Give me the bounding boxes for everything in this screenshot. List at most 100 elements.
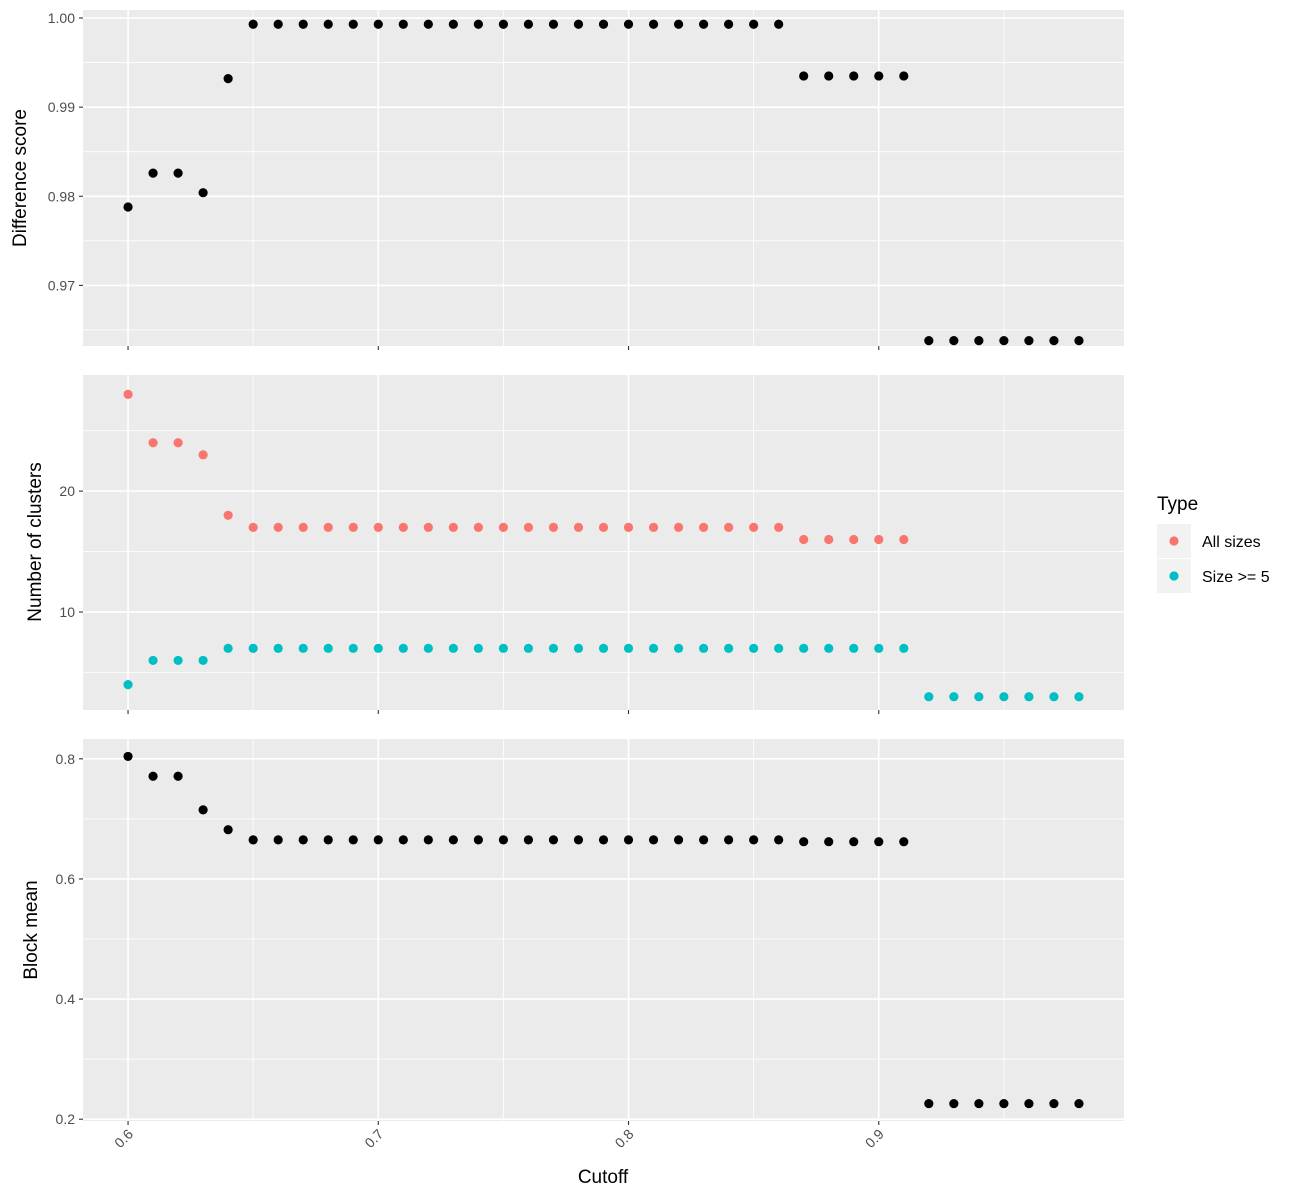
data-point (623, 19, 634, 29)
data-point (673, 522, 684, 532)
data-point (598, 643, 609, 653)
data-point (824, 643, 834, 653)
panel-grid (83, 10, 1124, 346)
legend: Type All sizes Size >= 5 (1157, 494, 1270, 593)
data-point (1049, 692, 1059, 702)
data-point (749, 835, 759, 845)
data-point (899, 71, 909, 81)
data-point (473, 835, 483, 845)
data-point (999, 336, 1009, 346)
data-point (899, 534, 909, 545)
data-point (248, 522, 258, 532)
data-point (123, 751, 133, 762)
data-point (423, 522, 433, 532)
data-point (849, 534, 859, 545)
data-point (774, 643, 784, 653)
x-axis-title: Cutoff (578, 1167, 629, 1188)
data-point (698, 643, 709, 653)
data-point (1024, 692, 1034, 702)
data-point (949, 692, 959, 702)
data-point (498, 522, 509, 532)
data-point (398, 643, 408, 653)
data-point (849, 643, 859, 653)
data-point (974, 336, 984, 346)
data-point (1049, 1098, 1059, 1109)
data-point (598, 19, 609, 29)
data-point (573, 643, 584, 653)
panel-ticks: 0.97 0.98 0.99 1.00 (48, 10, 880, 350)
data-point (849, 71, 859, 81)
data-point (949, 1098, 959, 1109)
data-point (974, 692, 984, 702)
data-point (924, 336, 934, 346)
data-point (974, 1098, 984, 1109)
legend-key-all-sizes (1169, 536, 1179, 546)
panel-points (123, 751, 1084, 1109)
data-point (123, 202, 133, 212)
data-point (423, 643, 433, 653)
data-point (648, 835, 659, 845)
data-point (148, 168, 158, 178)
data-point (774, 19, 784, 29)
data-point (223, 643, 233, 653)
data-point (173, 168, 183, 178)
data-point (1074, 692, 1084, 702)
data-point (999, 1098, 1009, 1109)
data-point (924, 692, 934, 702)
data-point (799, 71, 809, 81)
data-point (774, 835, 784, 845)
data-point (874, 643, 884, 653)
panel-difference-score: 0.97 0.98 0.99 1.00 Difference score (10, 10, 1124, 350)
data-point (298, 835, 308, 845)
data-point (448, 19, 458, 29)
y-axis-title: Difference score (10, 109, 31, 247)
data-point (573, 835, 584, 845)
data-point (548, 19, 559, 29)
data-point (223, 825, 233, 835)
data-point (1024, 1098, 1034, 1109)
data-point (598, 835, 609, 845)
data-point (523, 19, 534, 29)
data-point (398, 835, 408, 845)
data-point (874, 837, 884, 847)
data-point (724, 835, 734, 845)
data-point (774, 522, 784, 532)
data-point (148, 438, 158, 448)
data-point (623, 522, 634, 532)
data-point (348, 835, 358, 845)
panel-ticks: 10 20 (59, 483, 880, 714)
x-tick-label: 0.6 (111, 1126, 136, 1151)
y-axis-title: Number of clusters (25, 462, 46, 621)
data-point (648, 522, 659, 532)
data-point (273, 19, 283, 29)
data-point (824, 534, 834, 545)
data-point (173, 438, 183, 448)
y-tick-label: 1.00 (48, 10, 75, 26)
data-point (123, 389, 133, 399)
data-point (373, 522, 383, 532)
data-point (273, 522, 283, 532)
legend-label-all-sizes: All sizes (1202, 534, 1261, 551)
data-point (148, 655, 158, 666)
y-tick-label: 0.2 (56, 1111, 76, 1127)
data-point (398, 19, 408, 29)
data-point (248, 643, 258, 653)
data-point (648, 19, 659, 29)
y-tick-label: 0.99 (48, 99, 75, 115)
data-point (548, 643, 559, 653)
data-point (348, 643, 358, 653)
panel-grid (83, 375, 1124, 710)
data-point (498, 643, 509, 653)
panel-points (123, 389, 1084, 702)
panel-background (83, 375, 1124, 710)
data-point (949, 336, 959, 346)
y-axis-title: Block mean (21, 880, 42, 979)
data-point (749, 522, 759, 532)
data-point (273, 643, 283, 653)
data-point (373, 835, 383, 845)
data-point (348, 19, 358, 29)
y-tick-label: 0.97 (48, 277, 75, 293)
data-point (298, 19, 308, 29)
data-point (523, 522, 534, 532)
data-point (448, 643, 458, 653)
